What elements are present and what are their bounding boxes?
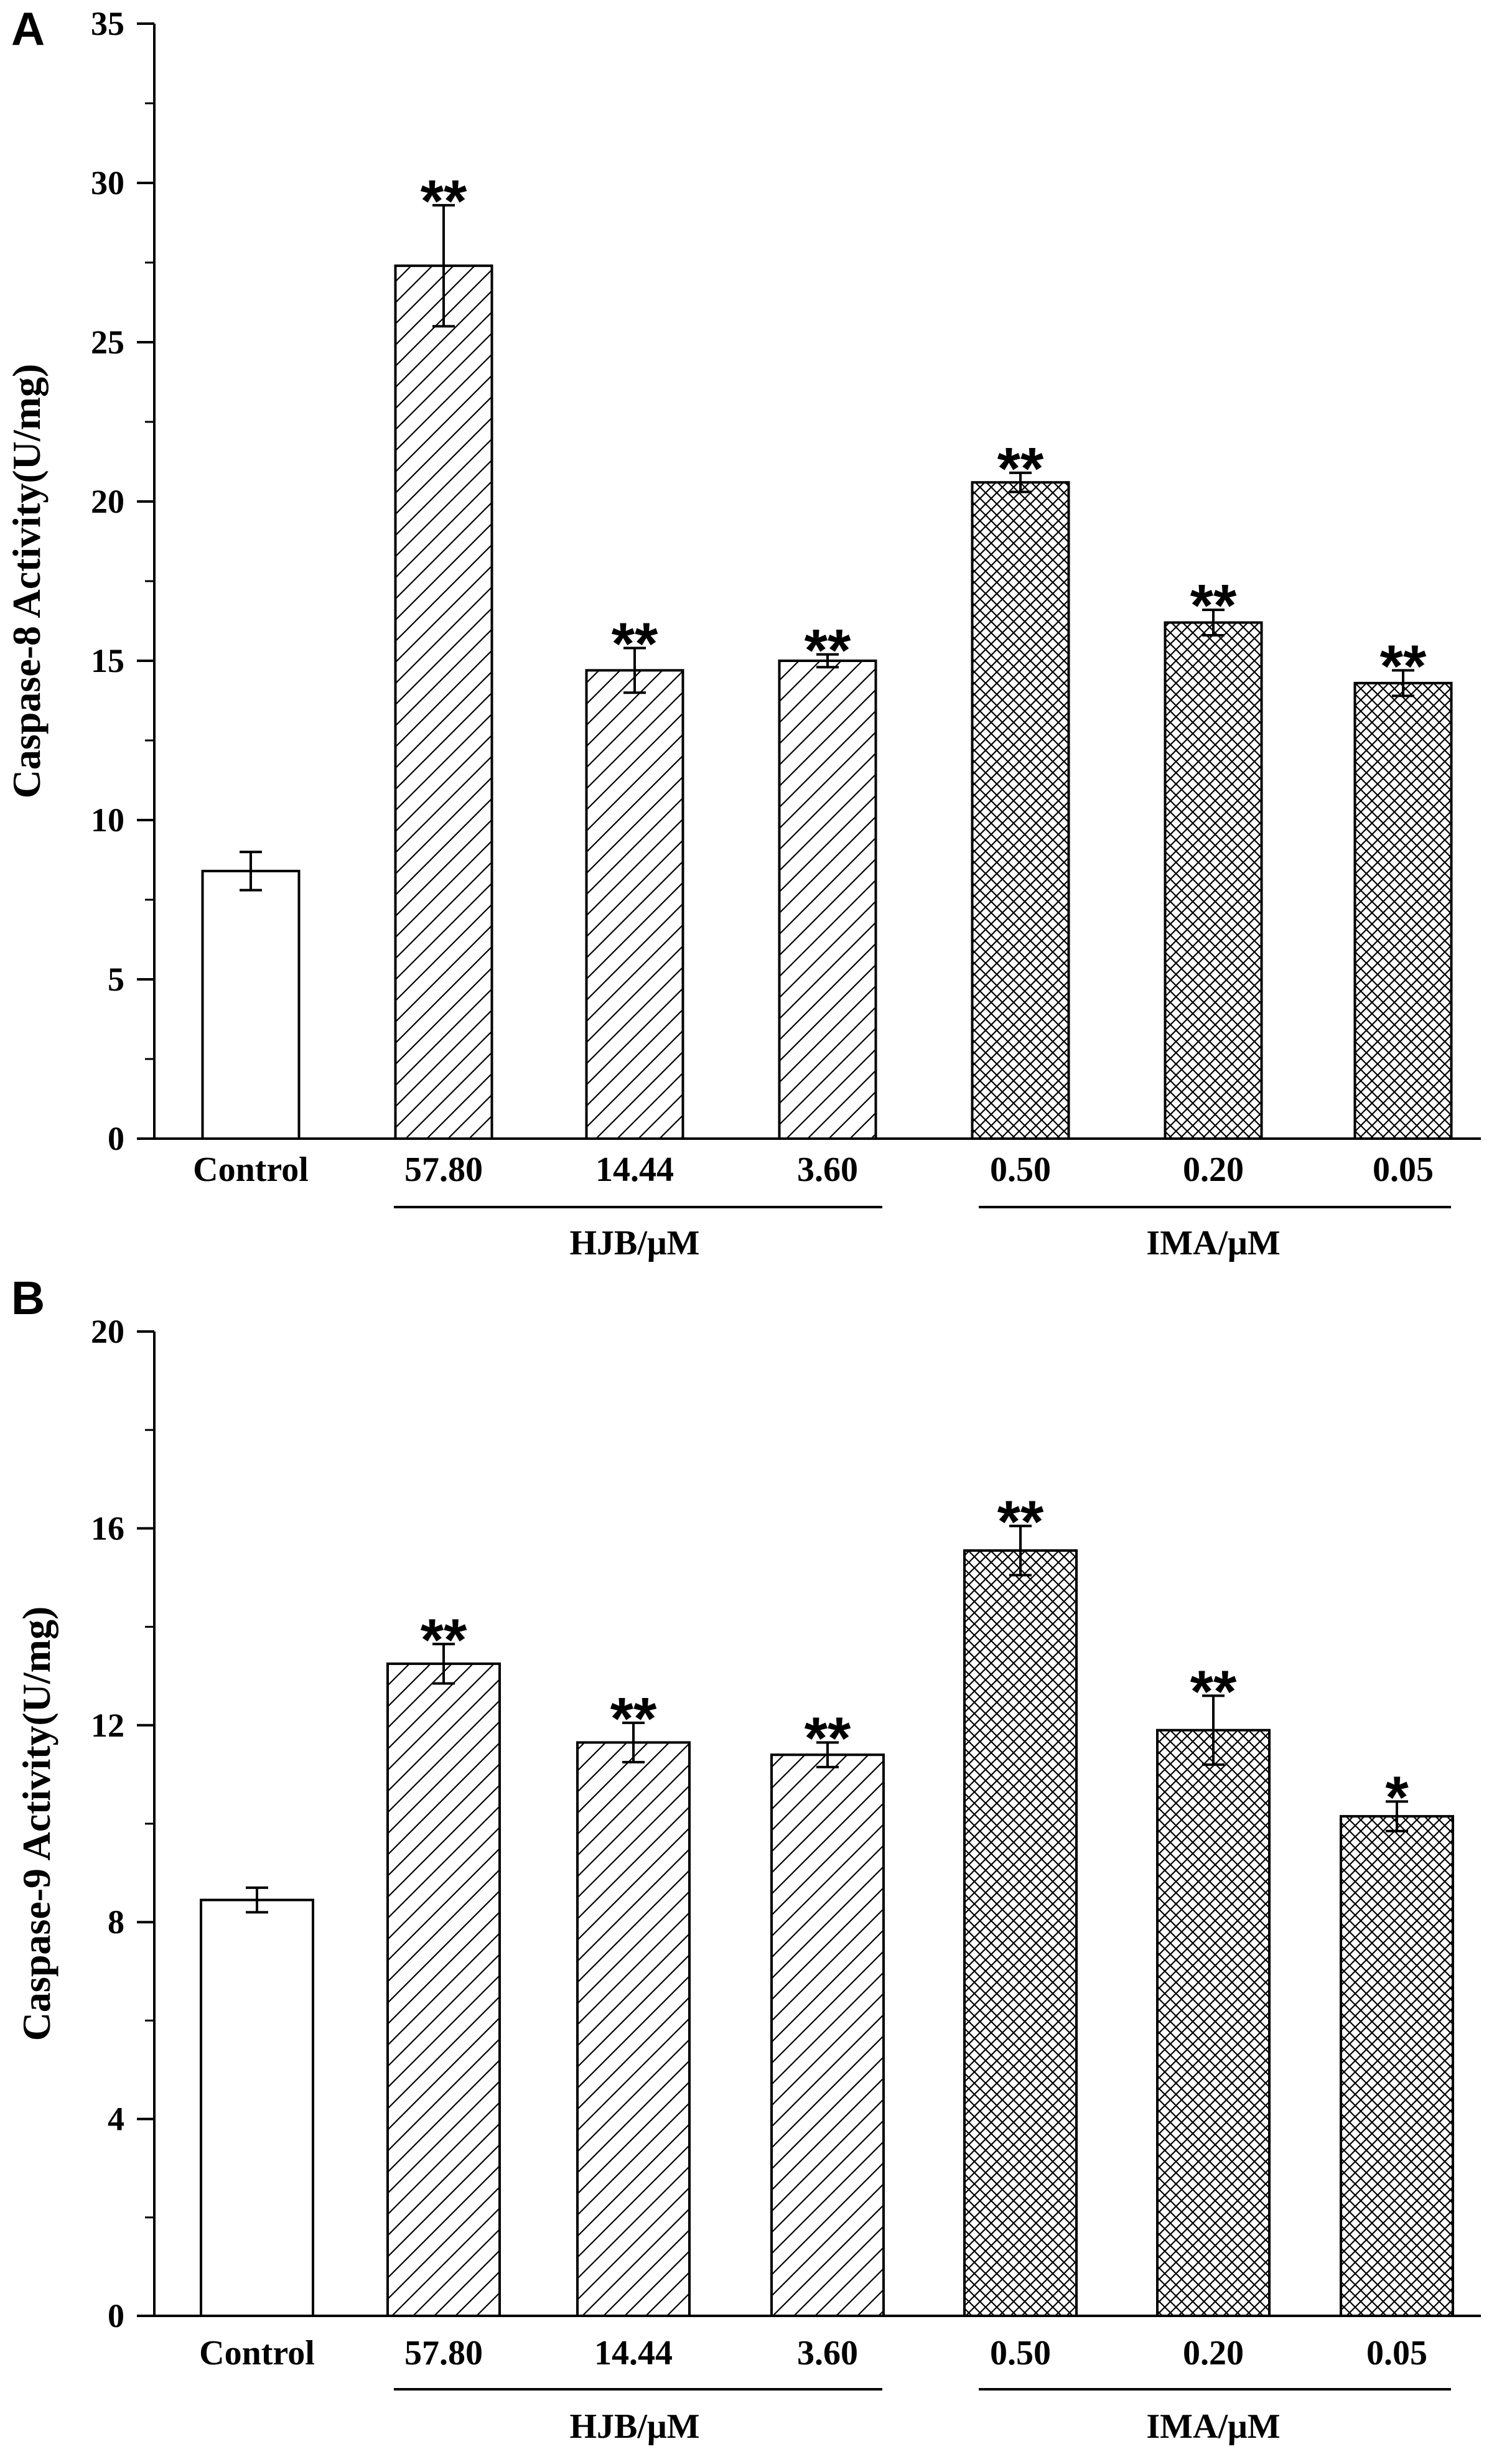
- y-tick-label: 20: [91, 1313, 124, 1350]
- y-tick-label: 12: [91, 1707, 124, 1744]
- group-label: IMA/μM: [1146, 2407, 1280, 2446]
- x-category-label: 0.50: [990, 1150, 1051, 1189]
- group-label: IMA/μM: [1146, 1224, 1280, 1262]
- panel-b: B 0 4 8 12 16 20 Caspase-9 Activity(U/mg) Contro…: [11, 1272, 1481, 2446]
- significance-marker: **: [805, 617, 851, 684]
- bar: [200, 1898, 314, 2317]
- bar: [971, 481, 1070, 1140]
- significance-marker: **: [612, 611, 658, 678]
- bar: [576, 1741, 691, 2318]
- bar: [386, 1662, 501, 2317]
- bar: [963, 1549, 1078, 2318]
- x-category-label: 0.50: [990, 2334, 1051, 2372]
- y-axis-title: Caspase-8 Activity(U/mg): [4, 364, 49, 799]
- bar: [770, 1753, 885, 2317]
- x-category-label: 57.80: [404, 1150, 483, 1189]
- x-category-label: 0.20: [1183, 1150, 1244, 1189]
- significance-marker: **: [997, 436, 1044, 502]
- y-tick-label: 5: [108, 961, 124, 998]
- significance-marker: **: [1190, 1658, 1237, 1725]
- y-tick-label: 0: [108, 1120, 124, 1157]
- panel-letter: B: [11, 1272, 45, 1324]
- bar: [394, 264, 493, 1140]
- significance-marker: **: [421, 168, 467, 235]
- y-tick-label: 8: [108, 1903, 124, 1941]
- bar: [1164, 621, 1263, 1140]
- panel-letter: A: [11, 2, 45, 55]
- group-label: HJB/μM: [569, 1224, 699, 1262]
- y-tick-label: 30: [91, 164, 124, 202]
- bar: [1353, 681, 1453, 1140]
- significance-marker: **: [997, 1488, 1044, 1555]
- group-label: HJB/μM: [569, 2407, 699, 2446]
- bar: [1156, 1728, 1271, 2317]
- y-tick-label: 20: [91, 483, 124, 520]
- x-category-label: 3.60: [797, 1150, 858, 1189]
- y-axis-title: Caspase-9 Activity(U/mg): [14, 1607, 58, 2041]
- significance-marker: **: [421, 1607, 467, 1673]
- y-tick-label: 4: [108, 2101, 124, 2138]
- y-tick-label: 25: [91, 324, 124, 361]
- y-tick-label: 10: [91, 801, 124, 839]
- bar: [201, 869, 301, 1141]
- significance-marker: **: [610, 1686, 657, 1752]
- x-category-label: 3.60: [797, 2334, 858, 2372]
- x-category-label: 14.44: [594, 2334, 673, 2372]
- y-tick-label: 35: [91, 5, 124, 42]
- x-category-label: 0.20: [1183, 2334, 1244, 2372]
- significance-marker: **: [1190, 572, 1237, 639]
- bar: [1340, 1815, 1454, 2317]
- significance-marker: *: [1385, 1764, 1409, 1831]
- x-category-label: 0.05: [1366, 2334, 1427, 2372]
- bar: [585, 669, 684, 1140]
- y-tick-label: 0: [108, 2297, 124, 2335]
- y-tick-label: 15: [91, 642, 124, 679]
- significance-marker: **: [805, 1705, 851, 1771]
- significance-marker: **: [1380, 633, 1427, 699]
- panel-a: A 0 5 10 15 20 25 30 35 Caspase-8 Activity(U/mg) C…: [4, 2, 1481, 1262]
- y-tick-label: 16: [91, 1509, 124, 1547]
- x-category-label: Control: [199, 2334, 315, 2372]
- x-category-label: Control: [193, 1150, 309, 1189]
- x-category-label: 0.05: [1373, 1150, 1434, 1189]
- x-category-label: 14.44: [595, 1150, 674, 1189]
- bar: [778, 660, 877, 1140]
- x-category-label: 57.80: [404, 2334, 483, 2372]
